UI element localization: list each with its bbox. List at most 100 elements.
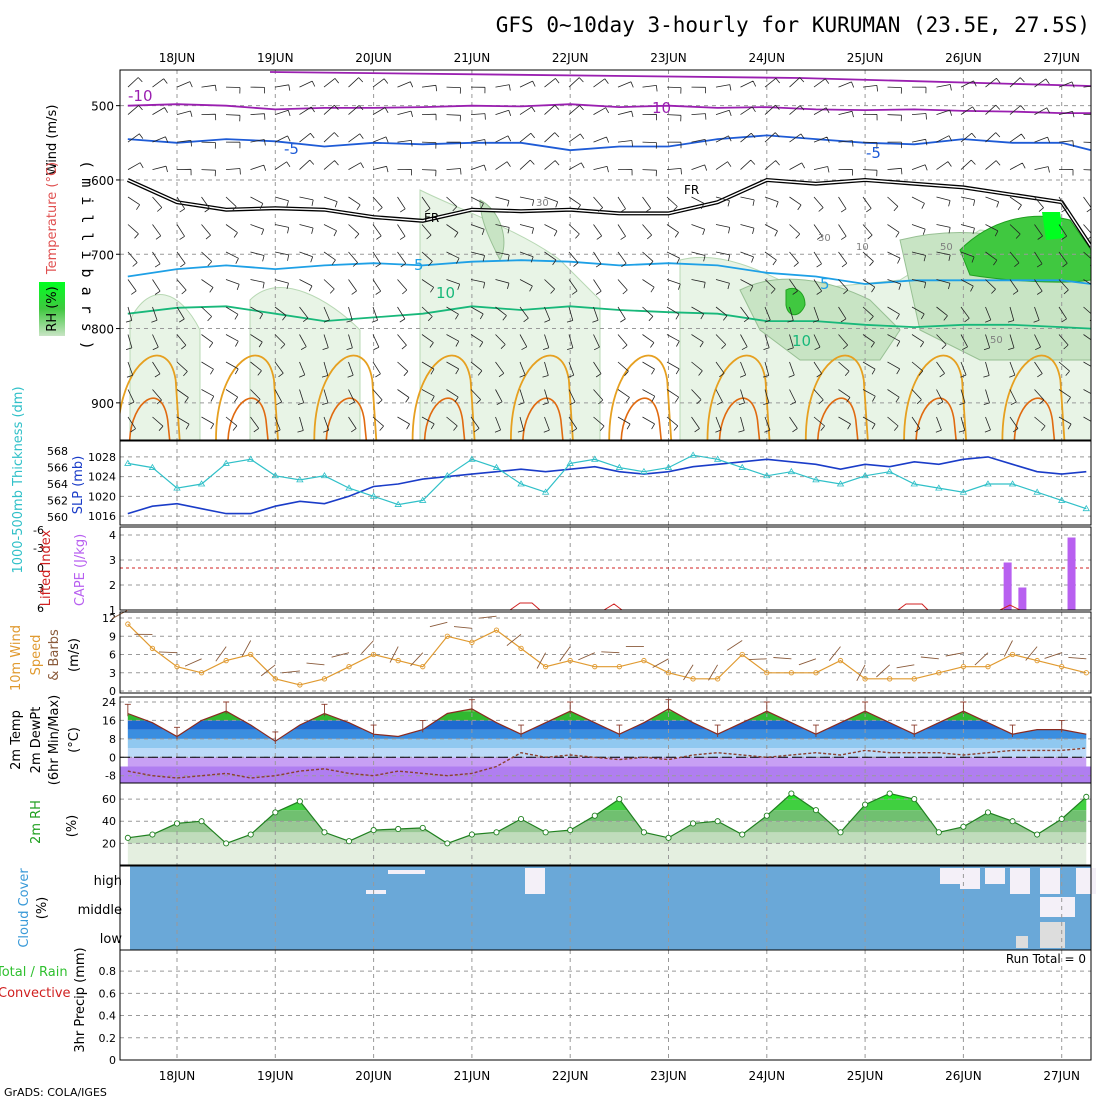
- precip-tick-label: 0.6: [99, 987, 117, 1000]
- label-rh10: 10: [856, 242, 869, 253]
- thickness-point: [148, 463, 157, 470]
- wind-speed-point: [739, 651, 745, 658]
- cloud-gap-high: [1076, 868, 1096, 894]
- wind-speed-point: [370, 651, 377, 658]
- label-minus5-b: -5: [866, 144, 881, 162]
- legend-rh: RH (%): [45, 286, 60, 331]
- wind-speed-point: [616, 664, 622, 670]
- thickness-point: [296, 476, 304, 483]
- thickness-point: [1082, 504, 1090, 512]
- minmax-markers: [124, 699, 1065, 744]
- wind-speed-point: [960, 664, 967, 670]
- wind-speed-point: [788, 670, 795, 676]
- wind-barbs-10m: [111, 609, 1087, 682]
- label-minus10: -10: [128, 87, 153, 105]
- upper-air-panel: [129, 189, 1091, 440]
- upper-legend: Wind (m/s) Temperature (°C) RH (%): [39, 105, 65, 336]
- temp-band: [127, 708, 1087, 712]
- bottom-day-label: 23JUN: [650, 1069, 687, 1083]
- slp-label: SLP (mb): [71, 456, 86, 515]
- wind-speed-point: [420, 664, 426, 670]
- temp-band: [127, 748, 1087, 758]
- temp-tick-label: 16: [102, 714, 116, 727]
- lifted-index-label: Lifted Index: [39, 529, 54, 606]
- wind-speed-point: [493, 627, 500, 633]
- rh-label-1: 2m RH: [29, 800, 44, 844]
- li-tick-label: 3: [37, 582, 44, 595]
- wind-speed-point: [813, 670, 819, 676]
- lower-panels: 10161020102410285605625645665681234630-3…: [33, 440, 1096, 1067]
- bottom-day-label: 24JUN: [749, 1069, 786, 1083]
- top-day-label: 25JUN: [847, 51, 884, 65]
- wind-speed-point: [469, 639, 475, 645]
- cape-bar: [1067, 537, 1076, 610]
- wind-speed-point: [444, 633, 450, 639]
- rh-point: [468, 831, 475, 838]
- cloud-level-label: high: [94, 874, 122, 889]
- label-rh50-b: 50: [990, 335, 1003, 346]
- thickness-point: [959, 488, 968, 495]
- rh-point: [960, 823, 967, 830]
- wind-speed-point: [1009, 651, 1016, 658]
- wind-speed-point: [1083, 670, 1089, 676]
- upper-frame: [119, 69, 1092, 441]
- li-tick-label: -6: [33, 524, 44, 537]
- wind-label-4: (m/s): [67, 638, 82, 672]
- top-day-label: 22JUN: [552, 51, 589, 65]
- bottom-day-label: 19JUN: [257, 1069, 294, 1083]
- wind-label-2: Speed: [29, 635, 44, 676]
- wind-speed-point: [1059, 664, 1065, 670]
- bottom-day-label: 26JUN: [945, 1069, 982, 1083]
- wind-barbs-upper: [125, 77, 1091, 433]
- temp-tick-label: 8: [109, 733, 116, 746]
- rh-point: [616, 796, 623, 803]
- temp-label-3: (6hr Min/Max): [47, 695, 62, 785]
- rh-shade-peak: [1042, 212, 1064, 240]
- cloud-level-label: middle: [78, 903, 122, 918]
- label-rh30-a: 30: [536, 198, 549, 209]
- temp-band: [120, 688, 1091, 702]
- thickness-line: [127, 454, 1087, 510]
- label-fr-b: FR: [684, 183, 699, 197]
- wind-speed-point: [248, 651, 254, 658]
- top-day-label: 23JUN: [650, 51, 687, 65]
- slp-line: [127, 456, 1087, 515]
- li-tick-label: 6: [37, 602, 44, 615]
- wind-tick-label: 9: [109, 630, 116, 643]
- thickness-tick-label: 564: [47, 478, 68, 491]
- rh-point: [370, 827, 377, 834]
- rh-point: [198, 818, 205, 825]
- isotherm-minus10-upper: [269, 71, 1091, 87]
- thickness-point: [812, 476, 820, 483]
- isotherm--5: [127, 134, 1091, 152]
- cape-tick-label: 4: [109, 529, 116, 542]
- top-day-labels: 18JUN 19JUN 20JUN 21JUN 22JUN 23JUN 24JUN 25JUN…: [159, 51, 1080, 65]
- thickness-point: [910, 480, 918, 487]
- rh-point: [296, 798, 303, 805]
- wind-tick-label: 3: [109, 667, 116, 680]
- isotherm--10: [127, 103, 1091, 114]
- cape-bar: [1018, 587, 1027, 610]
- temp-band: [127, 729, 1087, 739]
- chart-title: GFS 0~10day 3-hourly for KURUMAN (23.5E,…: [496, 13, 1090, 37]
- precip-tick-label: 0.4: [99, 1010, 117, 1023]
- slp-tick-label: 1020: [88, 490, 116, 503]
- isotherm-contours: [120, 70, 1091, 440]
- precip-panel-frame: [119, 949, 1092, 1061]
- wind-speed-point: [297, 682, 303, 688]
- precip-tick-label: 0: [109, 1054, 116, 1067]
- wind-speed-point: [149, 645, 156, 652]
- wind-speed-point: [641, 657, 647, 664]
- rh-point: [518, 815, 525, 823]
- cloud-gap-high: [985, 868, 1005, 884]
- bottom-day-label: 22JUN: [552, 1069, 589, 1083]
- rh-point: [640, 829, 647, 836]
- wind-speed-point: [985, 664, 991, 670]
- pressure-axis: 500 600 700 800 900: [91, 100, 120, 411]
- cape-bar: [1003, 562, 1012, 610]
- thickness-label: 1000-500mb Thickness (dm): [11, 386, 26, 573]
- pressure-tick-label: 500: [91, 100, 114, 114]
- rh-point: [542, 829, 549, 836]
- rh-point: [272, 809, 279, 816]
- wind-speed-point: [837, 657, 844, 664]
